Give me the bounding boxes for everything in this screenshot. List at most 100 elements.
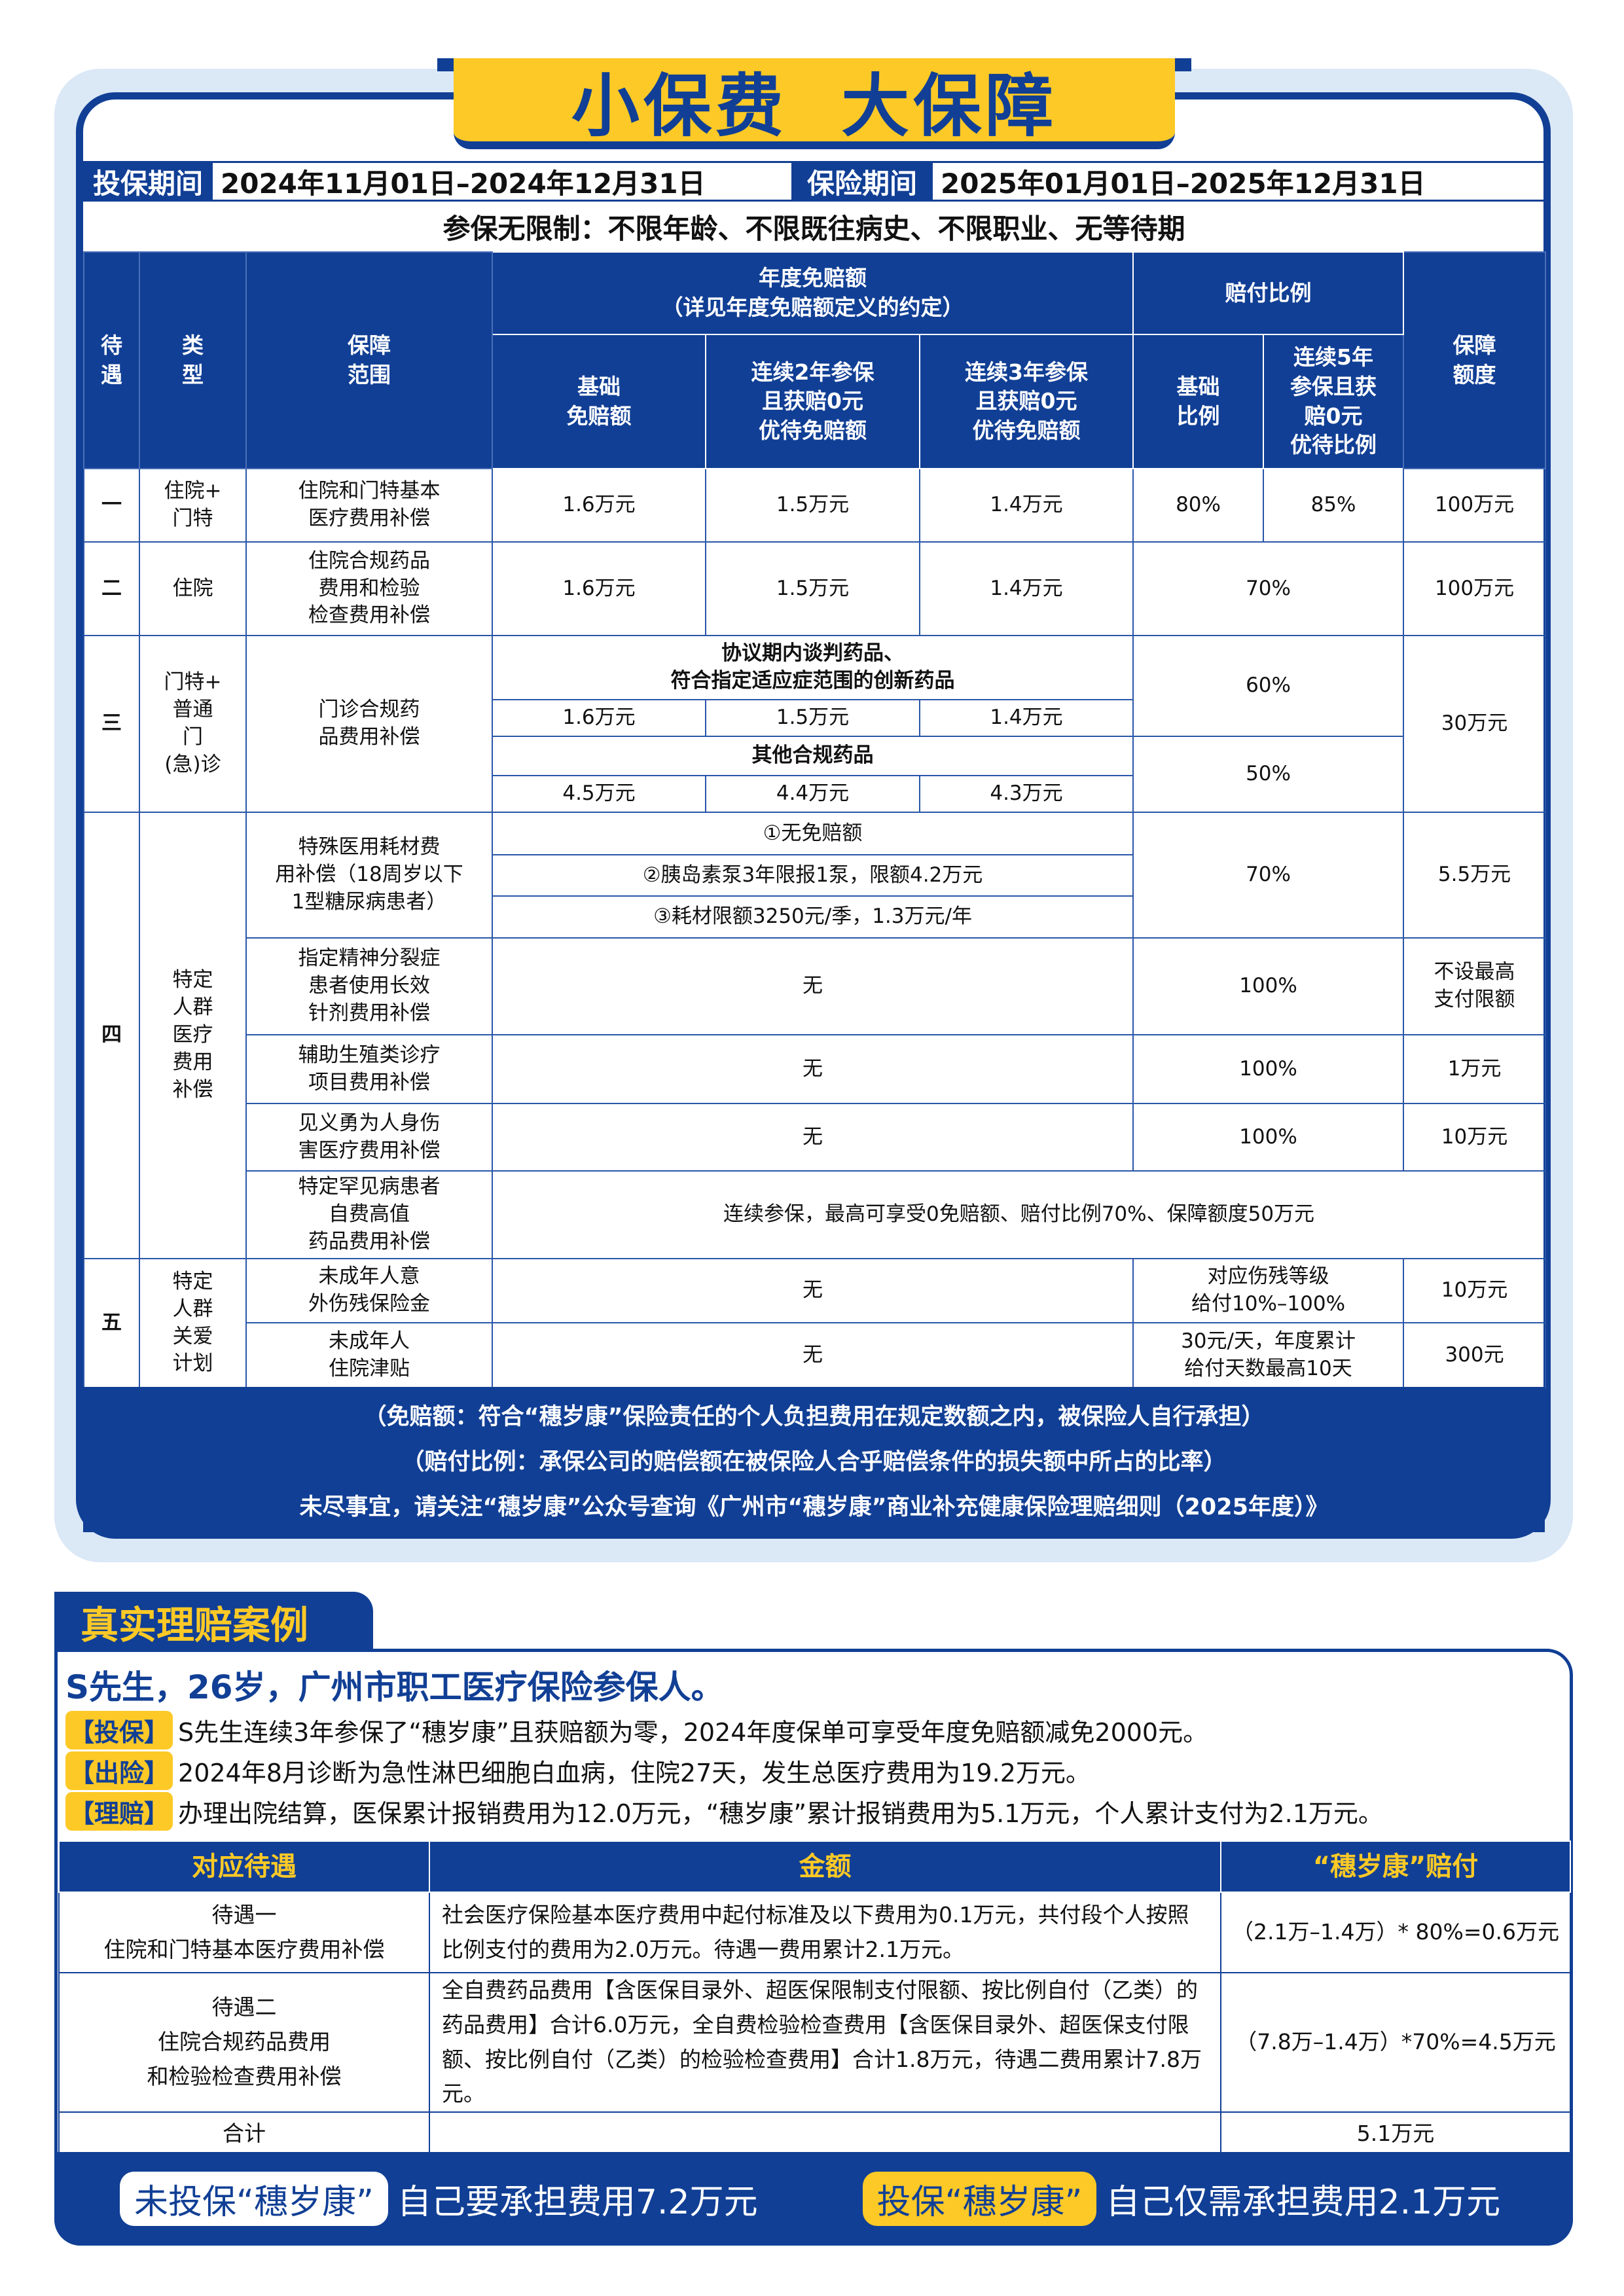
- header-deductible-2y: 连续2年参保 且获赔0元 优待免赔额: [705, 334, 920, 469]
- scope-cell: 特殊医用耗材费 用补偿（18周岁以下 1型糖尿病患者）: [245, 812, 493, 939]
- table-row: 三 门特+ 普通 门 (急)诊 门诊合规药 品费用补偿 协议期内谈判药品、 符合…: [83, 635, 1547, 813]
- ratio-cell: 85%: [1263, 468, 1405, 543]
- limit-cell: 5.5万元: [1403, 812, 1547, 939]
- banner-fold-left: [437, 58, 457, 71]
- footnotes: （免赔额：符合“穗岁康”保险责任的个人负担费用在规定数额之内，被保险人自行承担）…: [83, 1387, 1545, 1532]
- header-ratio-base: 基础 比例: [1132, 334, 1265, 469]
- rule-cell: ②胰岛素泵3年限报1泵，限额4.2万元: [491, 854, 1134, 897]
- case-total-empty: [429, 2111, 1221, 2157]
- table-row: 特定罕见病患者 自费高值 药品费用补偿 连续参保，最高可享受0免赔额、赔付比例7…: [84, 1170, 1547, 1259]
- case-amount-cell: 全自费药品费用【含医保目录外、超医保限制支付限额、按比例自付（乙类）的药品费用】…: [429, 1971, 1221, 2113]
- ratio-cell: 60%: [1132, 635, 1405, 737]
- type-cell: 住院: [139, 541, 247, 636]
- tier-cell: 一: [83, 468, 140, 543]
- deductible-cell: 1.4万元: [918, 468, 1134, 543]
- deductible-cell: 无: [491, 937, 1134, 1035]
- header-type: 类 型: [139, 251, 247, 469]
- case-line-text: 办理出院结算，医保累计报销费用为12.0万元，“穗岁康”累计报销费用为5.1万元…: [178, 1799, 1383, 1828]
- case-section-title: 真实理赔案例: [54, 1592, 373, 1652]
- case-header-payout: “穗岁康”赔付: [1220, 1840, 1571, 1893]
- rule-cell: ③耗材限额3250元/季，1.3万元/年: [491, 895, 1134, 939]
- table-row: 辅助生殖类诊疗 项目费用补偿 无 100% 1万元: [84, 1034, 1547, 1104]
- limit-cell: 100万元: [1403, 541, 1547, 636]
- table-row: 待遇二 住院合规药品费用 和检验检查费用补偿 全自费药品费用【含医保目录外、超医保…: [58, 1971, 1571, 2113]
- tier-cell: 五: [83, 1258, 140, 1388]
- deductible-cell: 1.5万元: [705, 541, 920, 636]
- note-more-info: 未尽事宜，请关注“穗岁康”公众号查询《广州市“穗岁康”商业补充健康保险理赔细则（…: [299, 1494, 1329, 1520]
- case-tier-cell: 待遇二 住院合规药品费用 和检验检查费用补偿: [58, 1971, 430, 2113]
- type-cell: 住院+ 门特: [139, 468, 247, 543]
- banner-fold-right: [1172, 58, 1191, 71]
- limit-cell: 100万元: [1403, 468, 1547, 543]
- benefits-table: 待 遇 类 型 保障 范围 年度免赔额 （详见年度免赔额定义的约定） 赔付比例 …: [83, 251, 1547, 1388]
- header-ratio: 赔付比例: [1132, 251, 1405, 335]
- enroll-period-value: 2024年11月01日–2024年12月31日: [221, 167, 706, 200]
- case-total-value: 5.1万元: [1220, 2111, 1571, 2157]
- ratio-cell: 100%: [1132, 1034, 1405, 1104]
- coverage-period-value: 2025年01月01日–2025年12月31日: [941, 167, 1426, 200]
- enrollment-restrictions: 参保无限制：不限年龄、不限既往病史、不限职业、无等待期: [442, 212, 1185, 245]
- table-row: 二 住院 住院合规药品 费用和检验 检查费用补偿 1.6万元 1.5万元 1.4…: [83, 541, 1547, 636]
- scope-cell: 未成年人 住院津贴: [245, 1322, 493, 1388]
- ratio-cell: 70%: [1132, 541, 1405, 636]
- rule-cell: ①无免赔额: [491, 812, 1134, 855]
- tag-claim: 【理赔】: [65, 1792, 173, 1831]
- scope-cell: 见义勇为人身伤 害医疗费用补偿: [245, 1103, 493, 1172]
- type-cell: 特定 人群 关爱 计划: [139, 1258, 247, 1388]
- deductible-cell: 1.5万元: [705, 468, 920, 543]
- comparison-bar: 未投保“穗岁康” 自己要承担费用7.2万元 投保“穗岁康” 自己仅需承担费用2.…: [54, 2152, 1573, 2246]
- ratio-cell: 对应伤残等级 给付10%–100%: [1132, 1258, 1405, 1323]
- limit-cell: 30万元: [1403, 635, 1547, 813]
- limit-cell: 1万元: [1403, 1034, 1547, 1104]
- scope-cell: 未成年人意 外伤残保险金: [245, 1258, 493, 1323]
- deductible-cell: 无: [491, 1034, 1134, 1104]
- scope-cell: 特定罕见病患者 自费高值 药品费用补偿: [245, 1170, 493, 1259]
- scope-cell: 住院和门特基本 医疗费用补偿: [245, 468, 493, 543]
- deductible-cell: 1.4万元: [918, 541, 1134, 636]
- table-row: 五 特定 人群 关爱 计划 未成年人意 外伤残保险金 无 对应伤残等级 给付10…: [83, 1258, 1547, 1388]
- case-header-amount: 金额: [429, 1840, 1221, 1893]
- deductible-cell: 4.4万元: [705, 775, 920, 813]
- ratio-cell: 100%: [1132, 1103, 1405, 1172]
- table-row: 未成年人 住院津贴 无 30元/天，年度累计 给付天数最高10天 300元: [84, 1322, 1547, 1388]
- case-line-incident: 【出险】 2024年8月诊断为急性淋巴细胞白血病，住院27天，发生总医疗费用为19…: [65, 1751, 1091, 1790]
- limit-cell: 10万元: [1403, 1103, 1547, 1172]
- case-tier-cell: 待遇一 住院和门特基本医疗费用补偿: [58, 1892, 430, 1973]
- case-header-tier: 对应待遇: [58, 1840, 430, 1893]
- case-total-label: 合计: [58, 2111, 430, 2157]
- case-payout-cell: （2.1万–1.4万）* 80%=0.6万元: [1220, 1892, 1571, 1973]
- header-limit: 保障 额度: [1403, 251, 1547, 469]
- page-title-banner: 小保费 大保障: [454, 58, 1175, 149]
- tier-cell: 四: [83, 812, 140, 1259]
- scope-cell: 辅助生殖类诊疗 项目费用补偿: [245, 1034, 493, 1104]
- tag-enroll: 【投保】: [65, 1711, 173, 1749]
- coverage-period-label: 保险期间: [791, 163, 933, 200]
- case-payout-cell: （7.8万–1.4万）*70%=4.5万元: [1220, 1971, 1571, 2113]
- case-title: S先生，26岁，广州市职工医疗保险参保人。: [65, 1668, 724, 1706]
- deductible-cell: 1.5万元: [705, 699, 920, 737]
- case-line-claim: 【理赔】 办理出院结算，医保累计报销费用为12.0万元，“穗岁康”累计报销费用为5…: [65, 1792, 1383, 1831]
- case-line-enroll: 【投保】 S先生连续3年参保了“穗岁康”且获赔额为零，2024年度保单可享受年度免…: [65, 1711, 1208, 1749]
- ratio-cell: 70%: [1132, 812, 1405, 939]
- subcategory-cell: 协议期内谈判药品、 符合指定适应症范围的创新药品: [491, 635, 1134, 700]
- tier-cell: 三: [83, 635, 140, 813]
- ratio-cell: 50%: [1132, 736, 1405, 813]
- subcategory-cell: 其他合规药品: [491, 736, 1134, 776]
- deductible-cell: 无: [491, 1258, 1134, 1323]
- case-amount-cell: 社会医疗保险基本医疗费用中起付标准及以下费用为0.1万元，共付段个人按照比例支付…: [429, 1892, 1221, 1973]
- case-line-text: 2024年8月诊断为急性淋巴细胞白血病，住院27天，发生总医疗费用为19.2万元…: [178, 1759, 1091, 1787]
- deductible-cell: 1.6万元: [492, 699, 706, 737]
- note-deductible: （免赔额：符合“穗岁康”保险责任的个人负担费用在规定数额之内，被保险人自行承担）: [363, 1403, 1265, 1430]
- type-cell: 特定 人群 医疗 费用 补偿: [139, 812, 247, 1259]
- header-tier: 待 遇: [83, 251, 140, 469]
- deductible-cell: 1.4万元: [918, 699, 1134, 737]
- header-deductible-3y: 连续3年参保 且获赔0元 优待免赔额: [918, 334, 1134, 469]
- type-cell: 门特+ 普通 门 (急)诊: [139, 635, 247, 813]
- without-insurance-text: 自己要承担费用7.2万元: [397, 2183, 758, 2222]
- tag-incident: 【出险】: [65, 1751, 173, 1790]
- scope-cell: 门诊合规药 品费用补偿: [245, 635, 493, 813]
- table-row: 合计 5.1万元: [58, 2111, 1571, 2157]
- deductible-cell: 1.6万元: [492, 541, 706, 636]
- note-ratio: （赔付比例：承保公司的赔偿额在被保险人合乎赔偿条件的损失额中所占的比率）: [401, 1448, 1227, 1475]
- scope-cell: 指定精神分裂症 患者使用长效 针剂费用补偿: [245, 937, 493, 1035]
